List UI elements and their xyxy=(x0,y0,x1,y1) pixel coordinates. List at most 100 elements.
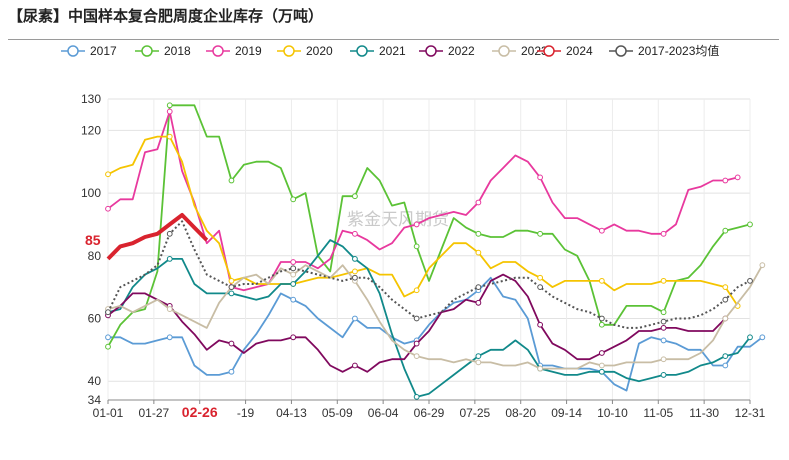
x-tick-label: 05-09 xyxy=(322,406,353,420)
series-point-2021 xyxy=(290,281,297,287)
legend-swatch-marker xyxy=(141,45,153,57)
watermark-text: 紫金天风期货 xyxy=(347,210,449,230)
series-point-2017 xyxy=(759,334,766,341)
series-point-2018 xyxy=(413,243,420,250)
x-tick-label: 06-04 xyxy=(368,406,399,420)
y-tick-label: 100 xyxy=(81,186,101,200)
series-point-2022 xyxy=(475,299,482,306)
series-point-2018 xyxy=(475,230,482,237)
series-point-20172023 xyxy=(413,315,420,322)
series-point-20172023 xyxy=(352,274,358,281)
series-line-20172023 xyxy=(107,220,751,329)
legend-swatch-marker xyxy=(212,45,224,57)
series-point-2021 xyxy=(413,393,420,400)
series-line-2018 xyxy=(107,104,751,348)
series-point-2018 xyxy=(290,196,297,203)
series-point-2020 xyxy=(413,287,420,294)
y-tick-label: 80 xyxy=(88,249,102,263)
series-point-2020 xyxy=(598,277,605,284)
series-point-2017 xyxy=(660,337,667,344)
legend-swatch-2024 xyxy=(537,45,561,57)
legend-swatch-2022 xyxy=(419,45,443,57)
series-point-2020 xyxy=(660,277,667,284)
series-point-2023 xyxy=(537,365,544,372)
series-point-20172023 xyxy=(537,284,544,291)
series-point-2018 xyxy=(747,221,753,228)
x-tick-label: 09-14 xyxy=(551,406,582,420)
series-point-2018 xyxy=(660,309,667,316)
series-point-2021 xyxy=(598,368,605,375)
legend-label: 2021 xyxy=(379,44,406,58)
series-point-2017 xyxy=(166,334,173,341)
series-point-2019 xyxy=(352,230,358,237)
series-point-2021 xyxy=(228,290,235,297)
chart-legend: 2017 2018 2019 2020 2021 2022 2023 2024 2017-202… xyxy=(8,42,779,60)
series-point-2018 xyxy=(598,321,605,328)
legend-swatch-20172023 xyxy=(609,45,633,57)
legend-swatch-2019 xyxy=(206,45,230,57)
x-tick-label: 12-31 xyxy=(735,406,766,420)
legend-swatch-marker xyxy=(615,45,627,57)
series-point-20172023 xyxy=(660,318,667,325)
series-point-2020 xyxy=(722,284,729,291)
x-tick-label: 01-01 xyxy=(93,406,124,420)
legend-label: 2022 xyxy=(448,44,475,58)
series-line-2020 xyxy=(107,135,739,307)
series-point-2023 xyxy=(290,271,297,278)
series-point-2023 xyxy=(759,262,766,269)
legend-swatch-marker xyxy=(425,45,437,57)
series-point-2019 xyxy=(290,259,297,265)
series-point-2019 xyxy=(734,174,741,181)
series-point-20172023 xyxy=(598,315,605,322)
series-point-2019 xyxy=(475,199,482,206)
series-point-2022 xyxy=(290,334,297,341)
series-point-2021 xyxy=(475,353,482,360)
legend-label: 2017 xyxy=(90,44,117,58)
series-point-2018 xyxy=(228,177,235,184)
series-point-20172023 xyxy=(166,230,173,237)
x-tick-label: 11-05 xyxy=(643,406,673,420)
legend-swatch-2017 xyxy=(61,45,85,57)
chart-title: 【尿素】中国样本复合肥周度企业库存（万吨） xyxy=(8,7,324,25)
series-point-2018 xyxy=(352,193,358,200)
x-tick-label: 07-25 xyxy=(460,406,491,420)
series-point-2019 xyxy=(166,108,173,115)
y-tick-label: 130 xyxy=(81,92,101,106)
series-point-2021 xyxy=(352,256,358,262)
x-tick-label: 01-27 xyxy=(139,406,170,420)
legend-label: 2017-2023均值 xyxy=(638,44,720,58)
series-line-2021 xyxy=(107,239,751,398)
series-point-2023 xyxy=(660,356,667,363)
legend-swatch-marker xyxy=(498,45,510,57)
series-point-2018 xyxy=(105,343,111,350)
x-tick-label: 11-30 xyxy=(689,406,719,420)
x-tick-label: 04-13 xyxy=(276,406,307,420)
series-point-2020 xyxy=(475,249,482,256)
series-point-2020 xyxy=(228,277,235,284)
series-point-2022 xyxy=(598,350,605,356)
series-point-2021 xyxy=(747,334,753,341)
legend-swatch-2018 xyxy=(135,45,159,57)
x-tick-label: 06-29 xyxy=(414,406,445,420)
series-line-2024 xyxy=(106,213,209,261)
legend-swatch-marker xyxy=(543,45,555,57)
series-point-20172023 xyxy=(228,284,235,291)
series-point-2019 xyxy=(537,174,544,181)
legend-swatch-marker xyxy=(356,45,368,57)
series-point-2019 xyxy=(598,227,605,234)
series-point-2023 xyxy=(166,306,173,312)
title-divider xyxy=(8,39,779,40)
legend-swatch-2020 xyxy=(277,45,301,57)
series-line-2023 xyxy=(107,264,764,370)
series-point-2020 xyxy=(537,274,544,281)
series-point-2017 xyxy=(352,315,358,322)
y-tick-label: 60 xyxy=(88,311,102,325)
series-point-2022 xyxy=(352,362,358,369)
series-point-2018 xyxy=(537,230,544,237)
legend-swatch-marker xyxy=(67,45,79,57)
series-point-2020 xyxy=(352,268,358,275)
series-line-2017 xyxy=(108,276,763,392)
series-point-2021 xyxy=(722,353,729,360)
series-point-2022 xyxy=(660,324,667,331)
